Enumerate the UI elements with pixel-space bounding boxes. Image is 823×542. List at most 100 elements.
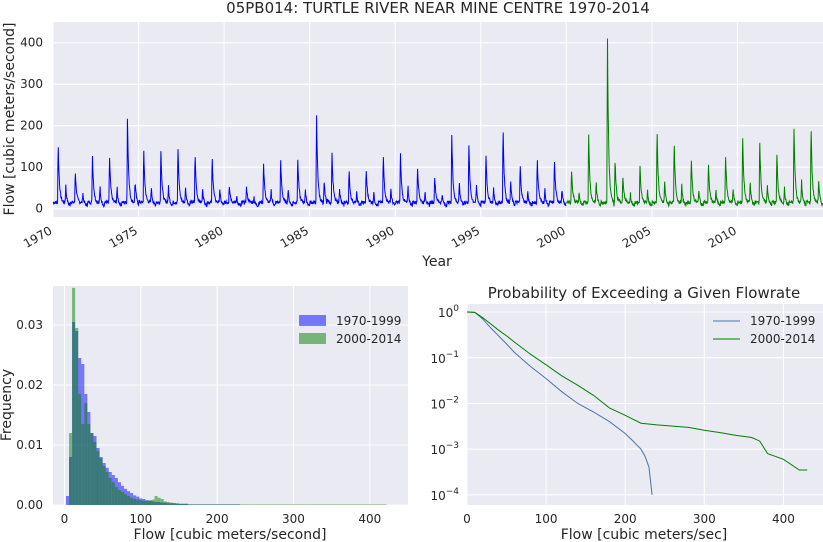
histogram-bar (261, 504, 265, 505)
histogram-bar (240, 504, 244, 505)
histogram-bar (227, 504, 231, 505)
histogram-bar (114, 487, 118, 505)
y-tick-label: 10−2 (430, 395, 459, 411)
histogram-bar (252, 504, 256, 505)
histogram-bar (359, 504, 363, 505)
histogram-bar (310, 504, 314, 505)
histogram-bar (371, 504, 375, 505)
x-tick-label: 200 (206, 512, 229, 526)
histogram-bar (197, 504, 201, 505)
histogram-bar (362, 504, 366, 505)
histogram-y-tick-labels: 0.00 0.01 0.02 0.03 (16, 318, 43, 512)
histogram-bar (90, 433, 94, 505)
histogram-bar (163, 501, 167, 505)
timeseries-axes-background (53, 22, 823, 217)
histogram-bar (87, 424, 91, 505)
x-tick-label: 100 (535, 512, 558, 526)
histogram-x-axis-label: Flow [cubic meters/second] (134, 527, 327, 542)
histogram-bar (169, 502, 173, 505)
histogram-bar (200, 504, 204, 505)
x-tick-label: 1970 (21, 223, 54, 250)
timeseries-x-axis-label: Year (421, 254, 452, 270)
y-tick-label: 0 (35, 202, 43, 216)
histogram-bar (328, 504, 332, 505)
timeseries-x-tick-labels: 1970 1975 1980 1985 1990 1995 2000 2005 2010 (21, 223, 739, 250)
x-tick-label: 100 (129, 512, 152, 526)
series-line-1970-1999 (52, 115, 567, 209)
histogram-bar (298, 504, 302, 505)
histogram-bar (148, 500, 152, 505)
histogram-bar (264, 504, 268, 505)
histogram-bar (270, 504, 274, 505)
x-tick-label: 200 (614, 512, 637, 526)
histogram-bar (282, 504, 286, 505)
exceedance-y-tick-labels: 100 10−1 10−2 10−3 10−4 (430, 304, 459, 503)
y-tick-label: 10−1 (430, 350, 459, 366)
histogram-bar (215, 504, 219, 505)
exceedance-axes-background (467, 304, 823, 505)
y-tick-label: 0.01 (16, 438, 43, 452)
histogram-bar (221, 504, 225, 505)
histogram-bar (218, 504, 222, 505)
histogram-bar (349, 504, 354, 505)
histogram-bar (356, 504, 360, 505)
histogram-bar (255, 504, 259, 505)
x-tick-label: 1990 (363, 223, 396, 250)
histogram-bar (182, 503, 186, 505)
histogram-bar (334, 504, 338, 505)
histogram-bar (273, 504, 277, 505)
x-tick-label: 1980 (192, 223, 225, 250)
histogram-bar (380, 504, 384, 505)
histogram-bar (206, 504, 210, 505)
histogram-bar (84, 403, 88, 505)
histogram-bar (368, 504, 372, 505)
x-tick-label: 1995 (449, 223, 482, 250)
histogram-bar (224, 504, 228, 505)
histogram-bar (267, 504, 271, 505)
y-tick-label: 300 (20, 77, 43, 91)
x-tick-label: 1985 (278, 223, 311, 250)
histogram-legend-swatch-1970-1999 (299, 315, 326, 326)
histogram-bar (346, 504, 350, 505)
histogram-bar (105, 472, 109, 505)
histogram-bar (291, 504, 296, 505)
x-tick-label: 400 (772, 512, 795, 526)
histogram-legend-label-2000-2014: 2000-2014 (336, 332, 401, 346)
histogram-bar (157, 497, 161, 505)
y-tick-label: 10−3 (430, 441, 459, 457)
histogram-bar (295, 504, 299, 505)
histogram-legend: 1970-1999 2000-2014 (299, 314, 401, 346)
histogram-bar (374, 504, 378, 505)
y-tick-label: 400 (20, 36, 43, 50)
x-tick-label: 2010 (705, 223, 738, 250)
histogram-bar (81, 424, 85, 505)
x-tick-label: 0 (463, 512, 471, 526)
histogram-bar (142, 500, 146, 505)
timeseries-y-tick-labels: 0 100 200 300 400 (20, 36, 43, 216)
histogram-bar (175, 503, 179, 505)
histogram-bar (353, 504, 357, 505)
histogram-bar (307, 504, 311, 505)
histogram-bar (331, 504, 335, 505)
y-tick-label: 0.00 (16, 498, 43, 512)
exceedance-x-axis-label: Flow [cubic meters/sec] (561, 527, 728, 542)
histogram-bars-2000-2014 (69, 287, 387, 505)
x-tick-label: 0 (61, 512, 69, 526)
histogram-bar (249, 504, 253, 505)
histogram-bar (154, 496, 158, 505)
histogram-bar (160, 499, 164, 505)
histogram-axes-background (53, 286, 408, 505)
histogram-y-axis-label: Frequency (0, 369, 15, 441)
exceedance-x-tick-labels: 0 100 200 300 400 (463, 512, 795, 526)
histogram-bar (313, 504, 317, 505)
histogram-bar (96, 451, 100, 505)
histogram-bar (246, 504, 250, 505)
histogram-bar (117, 490, 121, 505)
histogram-bar (322, 504, 326, 505)
histogram-bar (340, 504, 344, 505)
histogram-bar (172, 503, 176, 505)
histogram-bar (145, 500, 149, 505)
x-tick-label: 2005 (620, 223, 653, 250)
histogram-bar (230, 504, 234, 505)
